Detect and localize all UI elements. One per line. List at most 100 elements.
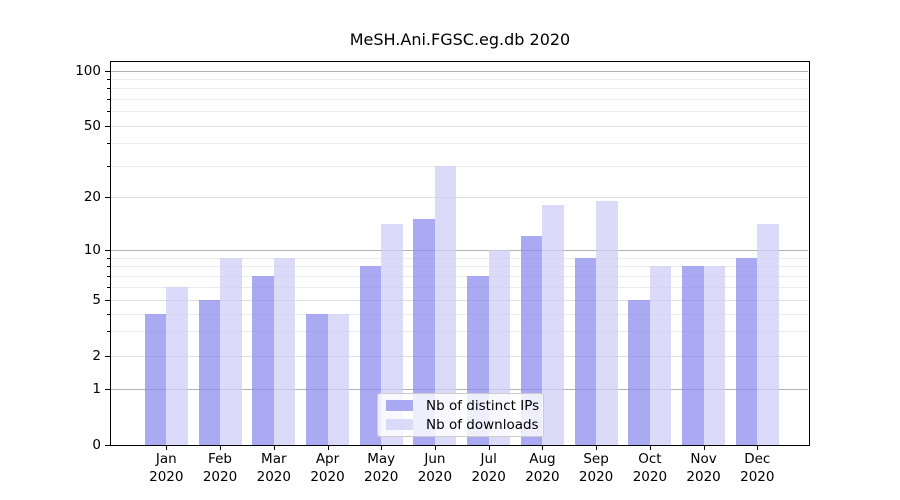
y-gridline-minor-70 <box>111 99 808 101</box>
legend: Nb of distinct IPs Nb of downloads <box>377 393 544 437</box>
bar-distinct-ips-dec <box>735 257 758 445</box>
month-label-aug: Aug <box>529 451 556 467</box>
y-tick-label-5: 5 <box>92 292 101 308</box>
y-major-tick-5 <box>105 300 110 301</box>
bar-distinct-ips-aug <box>520 236 543 445</box>
bar-distinct-ips-may <box>359 266 382 445</box>
bar-downloads-jan <box>166 286 188 445</box>
x-tick-label-mar: Mar 2020 <box>234 451 314 486</box>
year-label-dec: 2020 <box>740 468 775 485</box>
bar-distinct-ips-jun <box>413 219 435 445</box>
bar-distinct-ips-apr <box>306 313 328 445</box>
x-tick-apr <box>327 445 329 450</box>
legend-label-downloads: Nb of downloads <box>426 416 539 433</box>
x-tick-oct <box>649 445 651 450</box>
month-label-sep: Sep <box>583 451 609 467</box>
y-minor-tick-8 <box>107 266 110 268</box>
y-gridline-minor-9 <box>111 257 808 259</box>
y-minor-tick-90 <box>107 78 110 80</box>
year-label-nov: 2020 <box>686 468 721 485</box>
x-tick-label-aug: Aug 2020 <box>502 451 582 486</box>
year-label-jan: 2020 <box>149 468 184 485</box>
y-gridline-minor-7 <box>111 275 808 277</box>
year-label-may: 2020 <box>364 468 399 485</box>
y-major-tick-2 <box>105 356 110 357</box>
bar-downloads-apr <box>327 313 349 445</box>
legend-swatch-downloads <box>386 419 413 430</box>
bar-downloads-jun <box>434 165 457 445</box>
y-gridline-minor-6 <box>111 286 808 288</box>
y-gridline-minor-3 <box>111 331 808 333</box>
y-minor-tick-70 <box>107 99 110 101</box>
y-major-tick-20 <box>105 197 110 198</box>
bar-distinct-ips-oct <box>628 300 650 445</box>
y-minor-tick-80 <box>107 88 110 90</box>
bar-downloads-oct <box>649 266 672 445</box>
y-gridline-minor-8 <box>111 266 808 268</box>
legend-item-distinct-ips: Nb of distinct IPs <box>386 398 543 414</box>
bar-distinct-ips-sep <box>574 257 597 445</box>
x-tick-jan <box>166 445 168 450</box>
month-label-jan: Jan <box>155 451 177 467</box>
bar-downloads-may <box>381 224 403 445</box>
legend-swatch-distinct-ips <box>386 400 413 411</box>
x-tick-label-jan: Jan 2020 <box>126 451 206 486</box>
month-label-jun: Jun <box>424 451 446 467</box>
bar-distinct-ips-mar <box>252 275 274 445</box>
y-gridline-minor-4 <box>111 313 808 315</box>
bar-downloads-aug <box>542 205 564 445</box>
chart-title: MeSH.Ani.FGSC.eg.db 2020 <box>349 30 571 49</box>
year-label-sep: 2020 <box>578 468 614 485</box>
year-label-aug: 2020 <box>525 468 560 485</box>
month-label-dec: Dec <box>744 451 771 467</box>
y-minor-tick-4 <box>107 313 110 315</box>
y-minor-tick-60 <box>107 111 110 113</box>
y-major-tick-100 <box>105 70 110 72</box>
bar-downloads-dec <box>757 224 779 445</box>
x-tick-label-oct: Oct 2020 <box>610 451 690 486</box>
y-major-tick-10 <box>105 250 110 251</box>
x-tick-dec <box>757 445 759 450</box>
month-label-oct: Oct <box>638 451 662 467</box>
x-tick-jul <box>488 445 490 450</box>
y-major-tick-50 <box>105 126 110 127</box>
bar-distinct-ips-jan <box>144 313 167 445</box>
x-tick-label-sep: Sep 2020 <box>556 451 636 486</box>
x-tick-jun <box>434 445 436 450</box>
month-label-nov: Nov <box>690 451 717 467</box>
y-tick-label-50: 50 <box>83 118 101 134</box>
x-tick-label-jul: Jul 2020 <box>449 451 529 486</box>
x-tick-label-jun: Jun 2020 <box>395 451 475 486</box>
x-tick-label-may: May 2020 <box>341 451 421 486</box>
month-label-may: May <box>367 451 396 467</box>
bar-downloads-mar <box>273 257 296 445</box>
legend-item-downloads: Nb of downloads <box>386 417 543 433</box>
y-gridline-5 <box>111 300 808 301</box>
bar-distinct-ips-feb <box>198 300 220 445</box>
x-tick-label-apr: Apr 2020 <box>288 451 368 486</box>
year-label-apr: 2020 <box>310 468 345 485</box>
x-tick-label-nov: Nov 2020 <box>664 451 744 486</box>
y-gridline-20 <box>111 197 808 198</box>
month-label-apr: Apr <box>315 451 340 467</box>
y-major-tick-0 <box>105 445 110 446</box>
y-minor-tick-7 <box>107 275 110 277</box>
year-label-oct: 2020 <box>632 468 668 485</box>
y-minor-tick-9 <box>107 257 110 259</box>
legend-label-distinct-ips: Nb of distinct IPs <box>426 397 540 414</box>
y-gridline-minor-40 <box>111 143 808 145</box>
y-gridline-minor-80 <box>111 88 808 90</box>
y-major-tick-1 <box>105 389 110 390</box>
y-gridline-1 <box>111 389 808 390</box>
y-gridline-10 <box>111 250 808 251</box>
y-tick-label-2: 2 <box>92 348 101 364</box>
y-minor-tick-30 <box>107 165 110 167</box>
y-tick-label-20: 20 <box>83 189 101 205</box>
x-tick-feb <box>220 445 221 450</box>
x-tick-label-dec: Dec 2020 <box>717 451 797 486</box>
year-label-jun: 2020 <box>417 468 453 485</box>
y-gridline-minor-90 <box>111 78 808 80</box>
bar-distinct-ips-nov <box>682 266 704 445</box>
y-minor-tick-6 <box>107 286 110 288</box>
